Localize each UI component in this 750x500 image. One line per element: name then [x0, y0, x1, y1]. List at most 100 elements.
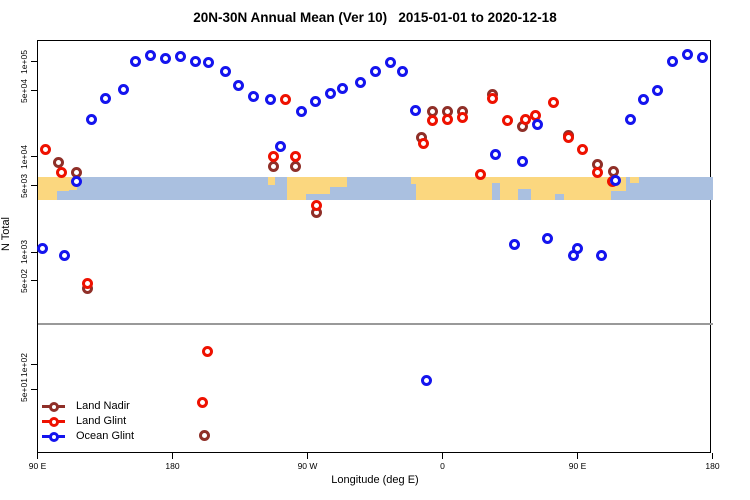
legend-item-ocean-glint: Ocean Glint	[42, 429, 134, 444]
point-ocean-glint	[336, 83, 348, 95]
x-tick-label: 180	[705, 461, 720, 471]
y-tick-mark	[30, 185, 38, 187]
point-ocean-glint	[531, 118, 543, 130]
point-ocean-glint	[99, 93, 111, 105]
point-ocean-glint	[609, 175, 621, 187]
point-ocean-glint	[36, 242, 48, 254]
point-ocean-glint	[354, 77, 366, 89]
point-land-glint	[501, 115, 513, 127]
x-tick-mark	[172, 453, 173, 459]
y-axis-title: N Total	[0, 216, 12, 252]
point-ocean-glint	[59, 250, 70, 262]
y-tick-mark	[30, 364, 38, 366]
land-nadir-swatch-icon	[42, 401, 65, 412]
x-tick-label: 90 E	[28, 461, 47, 471]
point-ocean-glint	[384, 57, 396, 69]
point-ocean-glint	[681, 48, 693, 60]
map-land-patch	[306, 187, 330, 195]
point-land-glint	[417, 137, 429, 149]
point-ocean-glint	[666, 56, 678, 68]
point-ocean-glint	[159, 53, 171, 65]
map-land-patch	[415, 177, 611, 200]
point-land-nadir	[267, 160, 279, 172]
point-ocean-glint	[489, 149, 501, 161]
point-ocean-glint	[596, 250, 607, 262]
point-land-glint	[81, 277, 93, 289]
point-land-glint	[56, 167, 67, 179]
point-ocean-glint	[509, 239, 520, 250]
point-land-glint	[548, 97, 559, 109]
y-tick-mark	[30, 251, 38, 253]
point-land-glint	[474, 168, 486, 180]
chart-title: 20N-30N Annual Mean (Ver 10) 2015-01-01 …	[193, 10, 557, 25]
point-ocean-glint	[219, 66, 231, 78]
plot-box	[37, 40, 711, 453]
point-land-glint	[563, 132, 574, 144]
point-ocean-glint	[542, 232, 553, 244]
point-land-glint	[486, 93, 498, 105]
point-land-glint	[426, 115, 438, 127]
y-tick-label: 5e+01	[19, 377, 29, 402]
point-land-glint	[576, 143, 588, 155]
x-tick-mark	[577, 453, 578, 459]
point-ocean-glint	[651, 85, 663, 97]
point-ocean-glint	[275, 140, 286, 152]
point-ocean-glint	[420, 375, 432, 387]
y-tick-label: 1e+05	[19, 49, 29, 74]
point-ocean-glint	[71, 176, 82, 188]
point-ocean-glint	[189, 55, 201, 67]
point-ocean-glint	[296, 106, 307, 118]
point-ocean-glint	[624, 113, 636, 125]
y-tick-label: 5e+03	[19, 173, 29, 198]
point-ocean-glint	[696, 52, 708, 64]
map-ocean-notch	[492, 182, 500, 200]
legend: Land Nadir Land Glint Ocean Glint	[42, 399, 134, 444]
land-glint-swatch-icon	[42, 416, 65, 427]
legend-label-land-nadir: Land Nadir	[76, 400, 130, 412]
land-nadir-ring-icon	[48, 401, 59, 412]
panel-separator	[37, 323, 713, 325]
point-ocean-glint	[369, 66, 381, 78]
point-ocean-glint	[117, 84, 129, 96]
map-band	[37, 177, 713, 200]
x-tick-mark	[37, 453, 38, 459]
point-land-glint	[290, 151, 301, 163]
point-land-glint	[201, 346, 213, 358]
point-ocean-glint	[516, 156, 528, 168]
point-ocean-glint	[309, 96, 321, 108]
y-tick-mark	[30, 389, 38, 391]
x-tick-mark	[442, 453, 443, 459]
point-land-nadir	[198, 430, 210, 442]
point-ocean-glint	[129, 56, 141, 68]
point-ocean-glint	[324, 88, 336, 100]
point-land-glint	[456, 112, 468, 124]
point-ocean-glint	[638, 94, 649, 106]
point-land-glint	[441, 113, 453, 125]
y-tick-label: 1e+03	[19, 240, 29, 264]
point-ocean-glint	[144, 49, 156, 61]
point-ocean-glint	[233, 79, 244, 91]
y-tick-mark	[30, 156, 38, 158]
y-tick-mark	[30, 90, 38, 92]
point-ocean-glint	[264, 94, 276, 106]
x-tick-mark	[712, 453, 713, 459]
y-tick-label: 1e+04	[19, 145, 29, 169]
land-glint-ring-icon	[48, 416, 59, 427]
map-ocean-notch	[57, 190, 77, 200]
x-axis-title: Longitude (deg E)	[331, 474, 419, 486]
map-ocean-notch	[517, 188, 531, 200]
ocean-glint-ring-icon	[48, 431, 59, 442]
x-tick-label: 180	[165, 461, 180, 471]
x-tick-mark	[307, 453, 308, 459]
point-land-nadir	[53, 157, 64, 169]
x-tick-label: 0	[440, 461, 445, 471]
map-land-patch	[411, 177, 416, 185]
map-land-patch	[267, 177, 276, 186]
point-ocean-glint	[410, 104, 421, 116]
point-land-glint	[197, 397, 208, 409]
point-ocean-glint	[174, 51, 186, 63]
legend-item-land-nadir: Land Nadir	[42, 399, 134, 414]
y-tick-mark	[30, 280, 38, 282]
point-ocean-glint	[86, 113, 97, 125]
